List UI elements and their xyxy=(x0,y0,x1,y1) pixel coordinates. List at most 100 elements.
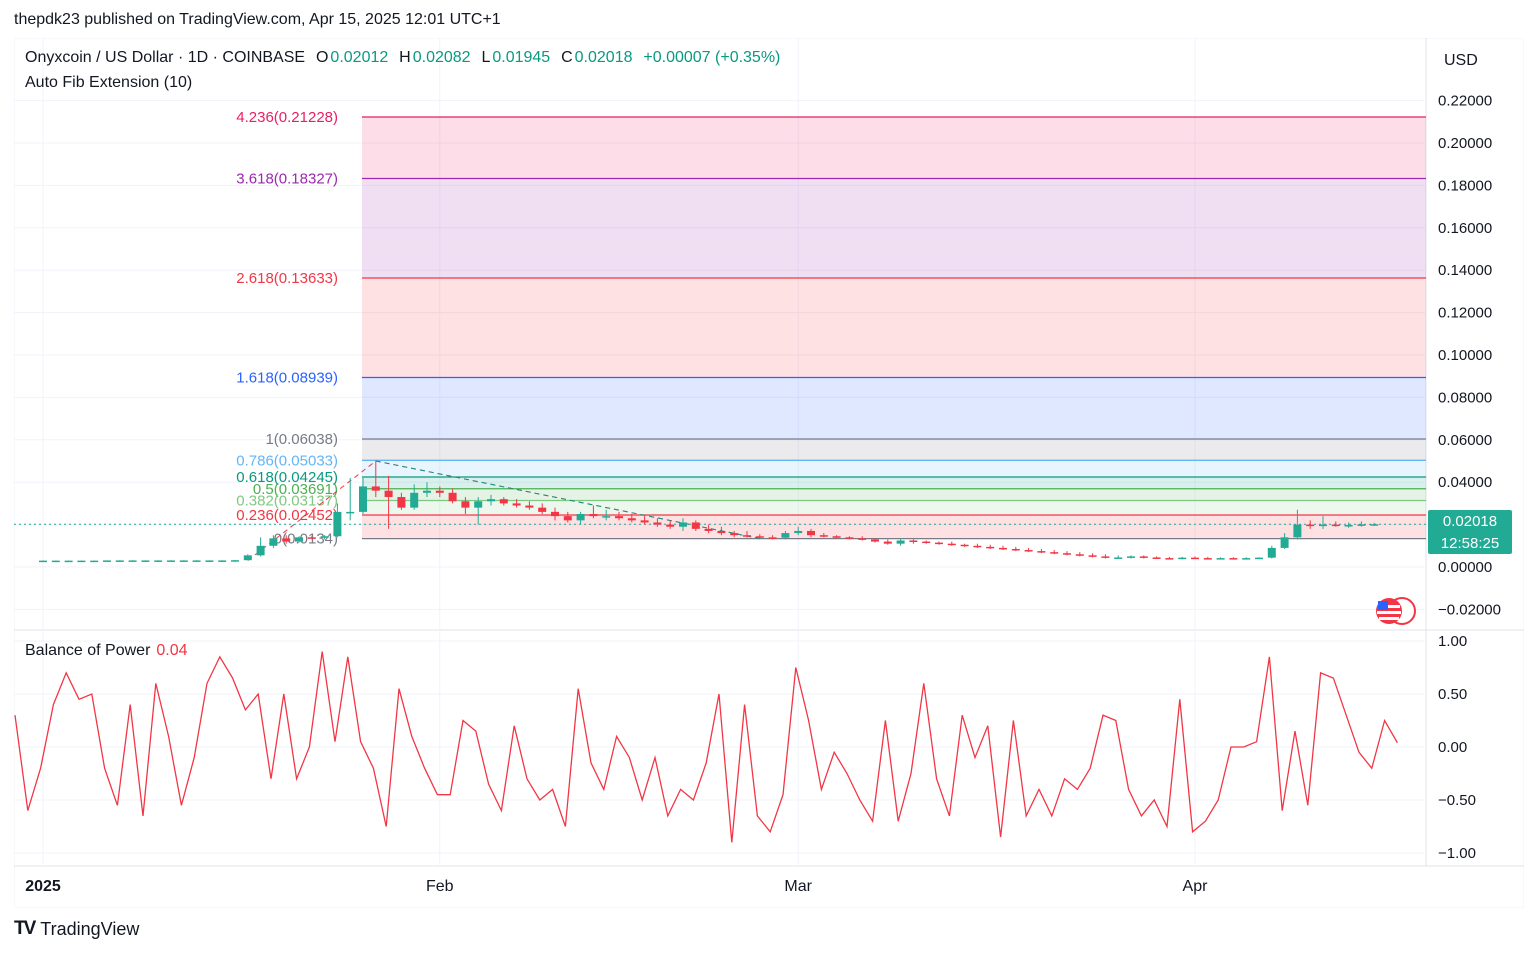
candle-body xyxy=(935,542,943,545)
candle-body xyxy=(499,499,508,504)
candle-body xyxy=(832,536,841,538)
currency-label[interactable]: USD xyxy=(1444,52,1478,69)
bop-tick-label: −0.50 xyxy=(1438,792,1476,809)
price-tick-label: 0.04000 xyxy=(1438,474,1492,491)
candle-body xyxy=(1229,558,1238,560)
candle-body xyxy=(794,530,803,534)
candle-body xyxy=(653,522,662,525)
symbol-name[interactable]: Onyxcoin / US Dollar · 1D · COINBASE xyxy=(25,49,306,66)
fib-level-label: 4.236(0.21228) xyxy=(236,109,338,126)
candle-body xyxy=(999,547,1007,550)
us-flag-icon[interactable] xyxy=(1374,596,1418,626)
candle-body xyxy=(359,486,367,512)
candle-body xyxy=(909,540,918,542)
candle-body xyxy=(576,514,585,521)
fib-zone xyxy=(362,488,1426,501)
tradingview-logo-icon: TV xyxy=(14,918,36,939)
candle-body xyxy=(1242,558,1251,560)
time-tick-label: Feb xyxy=(426,878,454,895)
candle-body xyxy=(666,524,675,527)
candle-body xyxy=(717,530,726,534)
candle-body xyxy=(167,560,175,562)
candle-body xyxy=(1127,556,1135,558)
candle-body xyxy=(563,516,572,521)
candle-body xyxy=(1101,556,1110,558)
bar-countdown: 12:58:25 xyxy=(1440,535,1500,552)
candle-body xyxy=(1114,557,1123,559)
candle-body xyxy=(871,539,879,542)
candle-body xyxy=(218,560,227,562)
candle-body xyxy=(1267,547,1276,558)
price-tick-label: 0.18000 xyxy=(1438,177,1492,194)
candle-body xyxy=(627,518,636,521)
candle-body xyxy=(179,560,188,562)
indicator-title[interactable]: Auto Fib Extension (10) xyxy=(25,74,193,91)
candle-body xyxy=(1331,524,1340,527)
candle-body xyxy=(1293,524,1302,538)
price-tick-label: 0.14000 xyxy=(1438,262,1492,279)
candle-body xyxy=(64,560,73,563)
fib-level-label: 1.618(0.08939) xyxy=(236,369,338,386)
candle-body xyxy=(333,511,342,537)
chart-frame[interactable]: 4.236(0.21228) 3.618(0.18327) 2.618(0.1363… xyxy=(13,37,1525,909)
candle-body xyxy=(384,490,393,498)
chart-canvas[interactable]: 4.236(0.21228) 3.618(0.18327) 2.618(0.1363… xyxy=(13,37,1525,909)
last-price-tag: 0.02018 12:58:25 xyxy=(1428,510,1512,554)
candle-body xyxy=(282,538,291,542)
fib-zone xyxy=(362,500,1426,516)
bop-title[interactable]: Balance of Power 0.04 xyxy=(25,642,188,660)
candle-body xyxy=(1370,524,1379,526)
price-tick-label: 0.12000 xyxy=(1438,305,1492,322)
open-label: O xyxy=(315,49,329,66)
candle-body xyxy=(423,490,431,493)
open-value: 0.02012 xyxy=(330,49,389,66)
fib-level-label: 0.236(0.02452) xyxy=(236,507,338,524)
candle-body xyxy=(1203,558,1212,560)
candle-body xyxy=(346,511,355,514)
candle-body xyxy=(1191,557,1199,560)
candle-body xyxy=(883,541,892,544)
candle-body xyxy=(487,499,495,502)
candle-body xyxy=(90,560,99,563)
candle-body xyxy=(768,537,777,539)
high-label: H xyxy=(399,49,411,66)
candle-body xyxy=(1319,524,1327,527)
candle-body xyxy=(691,522,700,529)
candle-body xyxy=(115,560,124,562)
low-label: L xyxy=(481,49,491,66)
candle-body xyxy=(1024,550,1033,552)
fib-zone xyxy=(362,477,1426,489)
bop-line xyxy=(14,651,1398,843)
candle-body xyxy=(307,537,316,539)
candle-body xyxy=(960,544,969,547)
fib-level-label: 0.618(0.04245) xyxy=(236,469,338,486)
candle-body xyxy=(743,535,751,537)
candle-body xyxy=(128,560,137,562)
brand-name: TradingView xyxy=(40,918,140,939)
candle-body xyxy=(602,516,611,518)
bop-value: 0.04 xyxy=(156,642,188,659)
candle-body xyxy=(243,555,252,561)
candle-body xyxy=(39,560,47,563)
fib-level-label: 0.5(0.03691) xyxy=(253,481,338,498)
candle-body xyxy=(141,560,150,562)
candle-body xyxy=(51,560,60,563)
candle-body xyxy=(1357,524,1366,526)
symbol-legend: Onyxcoin / US Dollar · 1D · COINBASE O 0.… xyxy=(25,49,782,67)
fib-level-label: 0(0.0134) xyxy=(274,531,338,548)
candle-body xyxy=(435,490,444,493)
candle-body xyxy=(589,514,598,517)
tradingview-logo[interactable]: TV TradingView xyxy=(14,918,139,940)
candle-body xyxy=(755,536,764,538)
candle-body xyxy=(1075,554,1084,556)
price-tick-label: −0.02000 xyxy=(1438,601,1501,618)
candle-body xyxy=(551,511,559,517)
bop-tick-label: −1.00 xyxy=(1438,845,1476,862)
fib-zones: 4.236(0.21228) 3.618(0.18327) 2.618(0.1363… xyxy=(236,109,1426,561)
bop-label: Balance of Power xyxy=(25,642,151,659)
candle-body xyxy=(1011,548,1020,551)
bop-series-line xyxy=(14,651,1398,843)
price-tick-label: 0.06000 xyxy=(1438,432,1492,449)
close-label: C xyxy=(561,49,573,66)
candle-body xyxy=(922,541,931,544)
